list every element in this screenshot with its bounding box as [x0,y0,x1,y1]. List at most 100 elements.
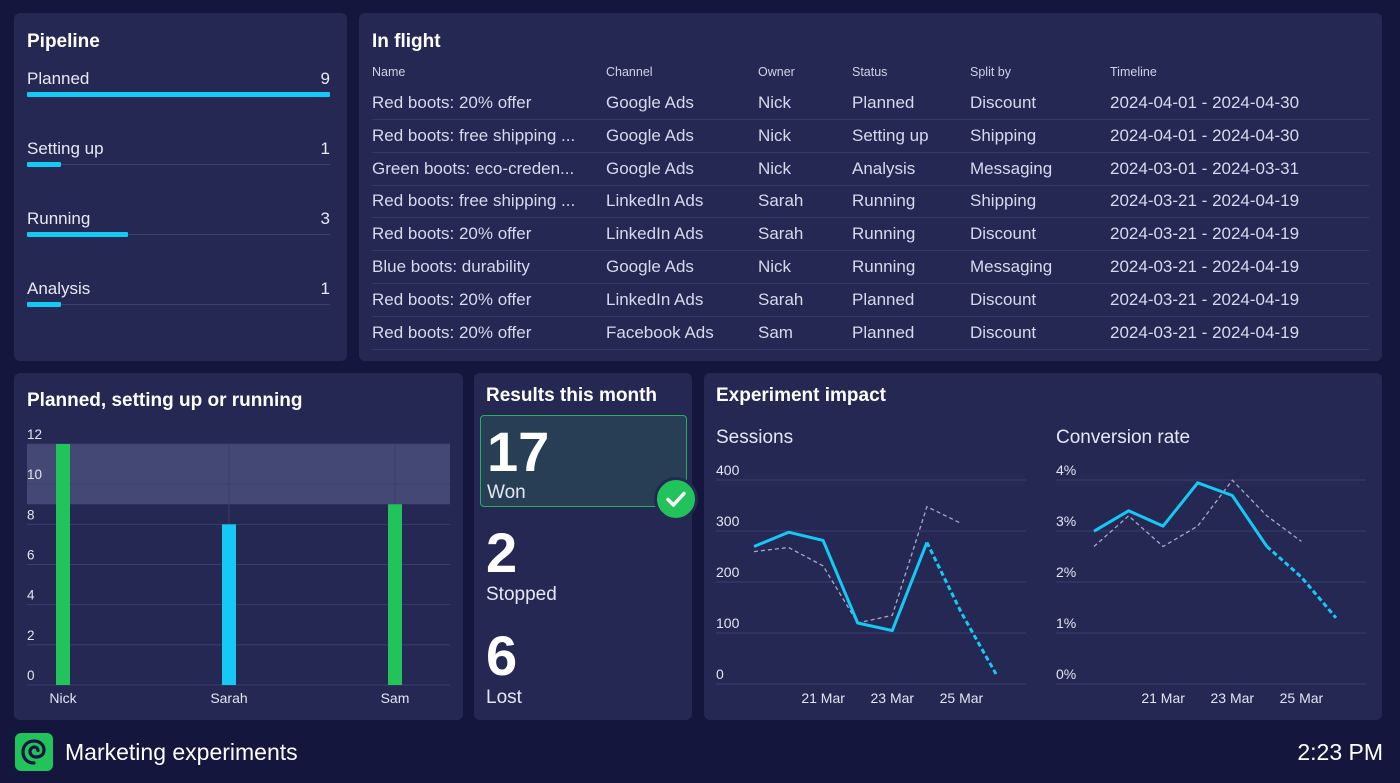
pipeline-track [27,304,330,305]
table-cell: Google Ads [606,93,694,112]
y-tick-label: 8 [27,507,35,522]
table-cell: Nick [758,257,792,276]
table-row[interactable]: Red boots: free shipping ... Google Ads Ni… [372,120,1369,153]
pipeline-track [27,164,330,165]
won-card[interactable]: 17 Won [480,415,687,507]
table-cell: LinkedIn Ads [606,224,704,244]
y-tick-label: 0% [1056,666,1076,682]
table-cell: Red boots: 20% offer [372,322,532,342]
x-tick-label: Nick [49,690,77,706]
table-cell: Google Ads [606,125,694,145]
y-tick-label: 0 [716,666,724,682]
target-band [27,444,450,505]
table-row[interactable]: Red boots: 20% offer Facebook Ads Sam Plann… [372,317,1369,350]
x-tick-label: 23 Mar [1210,690,1254,706]
stopped-label: Stopped [486,584,557,605]
pipeline-count: 9 [320,69,330,88]
table-row[interactable]: Red boots: 20% offer Google Ads Nick Planne… [372,87,1369,120]
table-cell: LinkedIn Ads [606,289,704,309]
pipeline-row-planned[interactable]: Planned 9 [27,69,330,109]
in-flight-title: In flight [372,31,441,52]
table-cell: Shipping [970,191,1037,211]
table-row[interactable]: Green boots: eco-creden... Google Ads Nick… [372,153,1369,186]
table-cell: Discount [970,322,1037,342]
conversion-title: Conversion rate [1056,427,1191,448]
app-title: Marketing experiments [65,739,298,765]
column-header-split-by[interactable]: Split by [970,65,1011,79]
table-cell: Sam [758,322,793,342]
x-tick-label: Sam [381,690,410,706]
app-logo-icon [15,733,53,771]
pipeline-row-analysis[interactable]: Analysis 1 [27,279,330,319]
conversion-current-line [1093,481,1269,548]
table-cell: Planned [852,289,915,309]
conversion-projected-line [1265,545,1338,619]
pipeline-count: 1 [320,279,330,298]
impact-title: Experiment impact [716,385,886,406]
y-tick-label: 4 [27,588,35,603]
table-cell: Red boots: 20% offer [372,93,532,112]
column-header-channel[interactable]: Channel [606,65,653,79]
y-tick-label: 400 [716,462,740,478]
table-cell: Google Ads [606,158,694,178]
owner-bar-chart: 0 2 4 6 8 10 12 Nick Sarah Sam [27,427,450,706]
y-tick-label: 1% [1056,615,1076,631]
table-cell: 2024-04-01 - 2024-04-30 [1110,125,1300,145]
sessions-title: Sessions [716,427,794,448]
table-cell: Planned [852,93,915,112]
x-tick-label: 23 Mar [870,690,914,706]
bar-nick [56,444,70,685]
y-tick-label: 10 [27,467,42,482]
won-count: 17 [487,420,550,483]
pipeline-bar [27,162,61,167]
x-tick-label: Sarah [210,690,247,706]
table-cell: Sarah [758,224,804,244]
column-header-status[interactable]: Status [852,65,888,79]
sessions-current-line [753,530,929,633]
table-row[interactable]: Blue boots: durability Google Ads Nick Runn… [372,251,1369,284]
table-cell: Google Ads [606,257,694,276]
table-cell: Planned [852,322,915,342]
y-tick-label: 3% [1056,513,1076,529]
conversion-baseline-line [1093,479,1302,548]
x-tick-label: 21 Mar [801,690,845,706]
bar-chart-title: Planned, setting up or running [27,390,303,411]
column-header-name[interactable]: Name [372,65,406,79]
column-header-timeline[interactable]: Timeline [1110,65,1157,79]
pipeline-row-running[interactable]: Running 3 [27,209,330,249]
table-cell: Red boots: 20% offer [372,289,532,309]
pipeline-label: Analysis [27,279,91,298]
y-tick-label: 4% [1056,462,1076,478]
table-cell: Discount [970,224,1037,244]
stopped-count: 2 [486,521,518,584]
table-cell: Analysis [852,158,916,178]
table-cell: Red boots: 20% offer [372,224,532,244]
table-cell: Facebook Ads [606,322,714,342]
results-panel: Results this month 17 Won 2 Stopped 6 Lo… [474,373,698,720]
y-tick-label: 300 [716,513,740,529]
pipeline-row-setting-up[interactable]: Setting up 1 [27,139,330,179]
table-cell: Discount [970,93,1037,112]
table-cell: 2024-03-21 - 2024-04-19 [1110,289,1300,309]
column-header-owner[interactable]: Owner [758,65,795,79]
won-label: Won [487,482,526,503]
sessions-projected-line [925,541,998,675]
bar-sarah [222,524,236,685]
table-cell: Blue boots: durability [372,257,530,276]
table-row[interactable]: Red boots: free shipping ... LinkedIn Ads… [372,185,1369,219]
y-tick-label: 6 [27,548,35,563]
table-row[interactable]: Red boots: 20% offer LinkedIn Ads Sarah Pla… [372,284,1369,317]
table-cell: LinkedIn Ads [606,191,704,211]
x-tick-label: 21 Mar [1141,690,1185,706]
lost-label: Lost [486,687,522,708]
pipeline-bar [27,232,128,237]
table-cell: Red boots: free shipping ... [372,125,576,145]
table-cell: 2024-04-01 - 2024-04-30 [1110,93,1300,112]
owner-bar-chart-panel: Planned, setting up or running 0 2 4 6 8 10 12… [14,373,463,720]
table-cell: Running [852,224,916,244]
table-cell: Running [852,257,916,276]
pipeline-label: Setting up [27,139,104,158]
y-tick-label: 200 [716,564,740,580]
table-row[interactable]: Red boots: 20% offer LinkedIn Ads Sarah Run… [372,218,1369,252]
pipeline-label: Running [27,209,91,228]
